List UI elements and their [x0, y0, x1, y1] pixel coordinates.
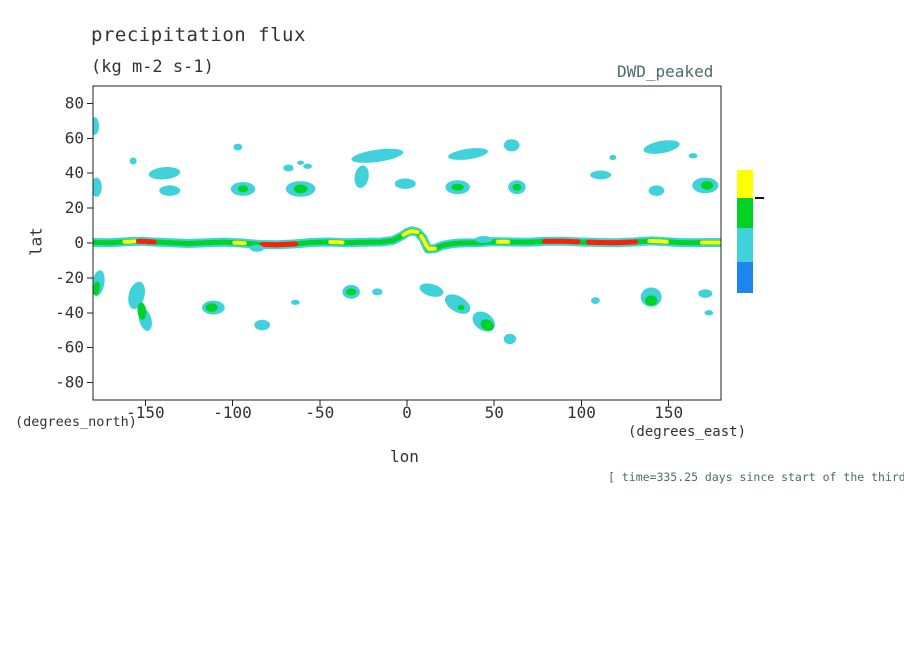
colorbar-tick	[755, 197, 764, 199]
plot-units-label: (kg m-2 s-1)	[91, 57, 214, 77]
colorbar-segment	[737, 198, 753, 228]
colorbar-segment	[737, 262, 753, 293]
colorbar	[737, 170, 753, 293]
svg-text:80: 80	[65, 93, 84, 112]
svg-text:150: 150	[654, 403, 683, 422]
svg-text:0: 0	[74, 233, 84, 252]
svg-text:-100: -100	[213, 403, 252, 422]
svg-text:100: 100	[567, 403, 596, 422]
plot-title: precipitation flux	[91, 24, 306, 46]
svg-text:60: 60	[65, 128, 84, 147]
svg-text:50: 50	[485, 403, 504, 422]
svg-text:-150: -150	[126, 403, 165, 422]
svg-text:-80: -80	[55, 373, 84, 392]
time-annotation: [ time=335.25 days since start of the th…	[608, 470, 904, 484]
svg-text:0: 0	[402, 403, 412, 422]
svg-text:-20: -20	[55, 268, 84, 287]
dataset-label: DWD_peaked	[617, 62, 714, 81]
y-axis-units-label: (degrees_north)	[15, 414, 137, 430]
precipitation-map: -150 -100 -50 0 50 100 150 -80 -60 -40 -20 0 20 40 60 8…	[55, 85, 722, 422]
svg-text:-40: -40	[55, 303, 84, 322]
colorbar-segment	[737, 228, 753, 262]
x-axis-units-label: (degrees_east)	[628, 424, 747, 440]
x-axis-title: lon	[390, 447, 419, 466]
svg-text:-50: -50	[305, 403, 334, 422]
svg-text:-60: -60	[55, 338, 84, 357]
svg-text:40: 40	[65, 163, 84, 182]
svg-text:20: 20	[65, 198, 84, 217]
y-axis-title: lat	[26, 227, 46, 256]
colorbar-segment	[737, 170, 753, 198]
